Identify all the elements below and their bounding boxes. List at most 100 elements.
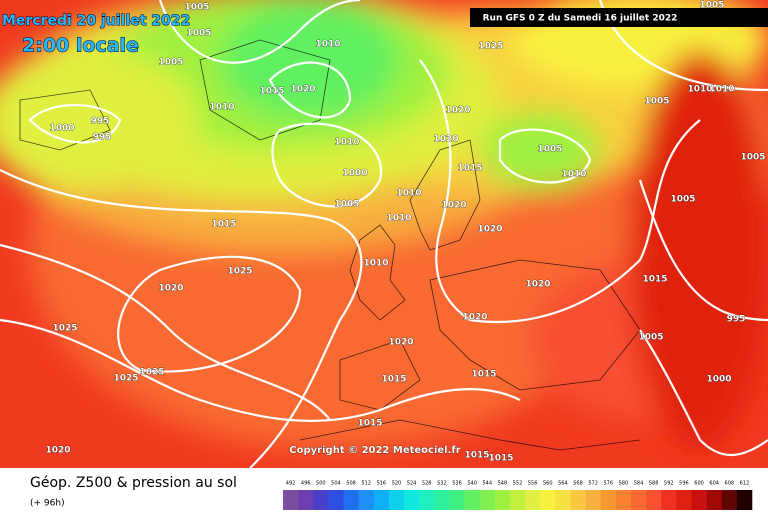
- isobar-label: 1010: [709, 85, 734, 95]
- isobar-label: 1000: [49, 124, 74, 134]
- scale-swatch: [570, 490, 586, 510]
- scale-label: 496: [301, 481, 311, 487]
- scale-swatch: [494, 490, 511, 510]
- scale-swatch: [358, 490, 375, 510]
- scale-swatch: [373, 490, 390, 510]
- date: Mercredi 20 juillet 2022: [2, 13, 190, 29]
- scale-label: 580: [619, 481, 629, 487]
- scale-swatch: [313, 490, 329, 510]
- scale-swatch: [646, 490, 662, 510]
- isobar-label: 1005: [644, 97, 669, 107]
- scale-swatch: [706, 490, 723, 510]
- isobar-label: 1005: [537, 145, 562, 155]
- scale-label: 608: [725, 481, 735, 487]
- isobar-label: 1015: [211, 220, 236, 230]
- scale-label: 524: [407, 481, 417, 487]
- scale-swatch: [419, 490, 435, 510]
- time: 2:00 locale: [22, 35, 139, 57]
- scale-label: 612: [740, 481, 750, 487]
- isobar-label: 1020: [388, 338, 413, 348]
- scale-label: 592: [664, 481, 674, 487]
- isobar-label: 1005: [670, 195, 695, 205]
- isobar-label: 1005: [699, 1, 724, 11]
- scale-label: 596: [679, 481, 689, 487]
- scale-label: 516: [377, 481, 387, 487]
- scale-label: 560: [543, 481, 553, 487]
- scale-swatch: [540, 490, 556, 510]
- scale-swatch: [661, 490, 677, 510]
- isobar-label: 1005: [186, 29, 211, 39]
- scale-swatch: [404, 490, 420, 510]
- isobar-label: 1010: [386, 214, 411, 224]
- scale-label: 584: [634, 481, 644, 487]
- isobar-label: 1015: [381, 375, 406, 385]
- scale-label: 536: [452, 481, 462, 487]
- isobar-label: 1020: [525, 280, 550, 290]
- isobar-label: 1010: [561, 170, 586, 180]
- scale-label: 500: [316, 481, 326, 487]
- isobar-label: 1020: [433, 135, 458, 145]
- scale-label: 532: [437, 481, 447, 487]
- isobar-label: 1010: [396, 189, 421, 199]
- isobar-label: 1015: [488, 454, 513, 464]
- scale-label: 520: [392, 481, 402, 487]
- run: Run GFS 0 Z du Samedi 16 juillet 2022: [483, 14, 678, 24]
- scale-swatch: [615, 490, 632, 510]
- scale-label: 508: [346, 481, 356, 487]
- scale-swatch: [721, 490, 738, 510]
- isobar-label: 1010: [363, 259, 388, 269]
- isobar-label: 1015: [471, 370, 496, 380]
- isobar-label: 1020: [477, 225, 502, 235]
- isobar-label: 1025: [478, 42, 503, 52]
- scale-swatch: [630, 490, 647, 510]
- scale-swatch: [600, 490, 617, 510]
- scale-label: 512: [361, 481, 371, 487]
- scale-swatch: [464, 490, 480, 510]
- isobar-label: 1010: [209, 103, 234, 113]
- field: 1005 1005 1005 1010 1015 1020 1010 1000 995 995 10…: [0, 0, 768, 468]
- isobar-label: 1020: [462, 313, 487, 323]
- isobar-label: 1015: [357, 419, 382, 429]
- copyright: Copyright © 2022 Meteociel.fr: [289, 445, 460, 456]
- isobar-label: 1025: [227, 267, 252, 277]
- isobar-label: 995: [93, 133, 112, 143]
- isobar-label: 1020: [290, 85, 315, 95]
- scale-swatch: [525, 490, 541, 510]
- scale-swatch: [328, 490, 344, 510]
- isobar-label: 1010: [315, 40, 340, 50]
- isobar-label: 1025: [113, 374, 138, 384]
- scale-label: 504: [331, 481, 341, 487]
- isobar-label: 995: [727, 315, 746, 325]
- scale-label: 492: [286, 481, 296, 487]
- scale-swatch: [509, 490, 526, 510]
- scale-swatch: [479, 490, 496, 510]
- isobar-label: 1015: [642, 275, 667, 285]
- isobar-label: 1010: [687, 85, 712, 95]
- scale-swatch: [676, 490, 692, 510]
- scale-swatch: [691, 490, 707, 510]
- isobar-label: 1005: [158, 58, 183, 68]
- scale-label: 588: [649, 481, 659, 487]
- isobar-label: 1005: [638, 333, 663, 343]
- isobar-label: 1025: [52, 324, 77, 334]
- scale-label: 548: [498, 481, 508, 487]
- scale-label: 564: [558, 481, 568, 487]
- run-box: [470, 8, 768, 27]
- isobar-label: 1020: [45, 446, 70, 456]
- isobar-label: 1015: [464, 451, 489, 461]
- scale-label: 604: [709, 481, 719, 487]
- scale-label: 528: [422, 481, 432, 487]
- scale-label: 540: [467, 481, 477, 487]
- scale-swatch: [585, 490, 602, 510]
- isobar-label: 1015: [259, 87, 284, 97]
- scale-label: 600: [694, 481, 704, 487]
- scale-label: 576: [604, 481, 614, 487]
- isobar-label: 1015: [457, 164, 482, 174]
- scale-label: 572: [588, 481, 598, 487]
- scale-swatch: [388, 490, 405, 510]
- scale-swatch: [343, 490, 359, 510]
- isobar-label: 1020: [158, 284, 183, 294]
- legend-lead: (+ 96h): [30, 499, 65, 509]
- isobar-label: 1005: [334, 200, 359, 210]
